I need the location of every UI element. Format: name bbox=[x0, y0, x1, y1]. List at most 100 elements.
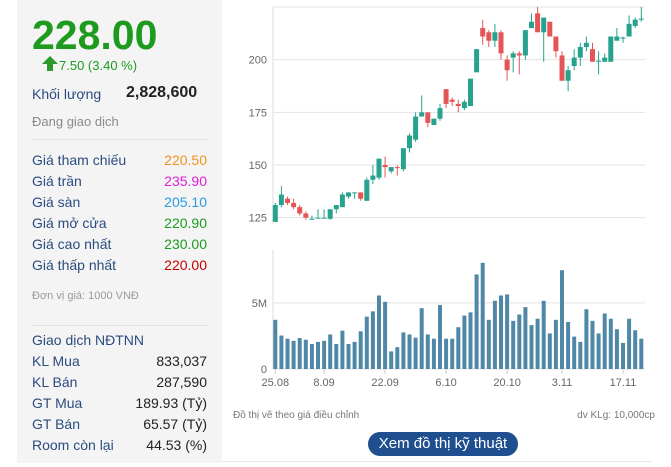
candle-body bbox=[468, 78, 473, 107]
candle-body bbox=[541, 17, 547, 33]
candle-body bbox=[272, 205, 278, 222]
price-row-value: 220.00 bbox=[164, 257, 207, 273]
volume-bar bbox=[364, 316, 369, 369]
candle-body bbox=[315, 217, 321, 219]
x-tick-label: 22.09 bbox=[371, 377, 399, 389]
foreign-row-value: 189.93 (Tỷ) bbox=[135, 395, 207, 411]
price-row-value: 220.90 bbox=[164, 215, 207, 231]
price-tick-label: 200 bbox=[249, 55, 267, 67]
volume-value: 2,828,600 bbox=[126, 84, 198, 101]
price-tick-label: 175 bbox=[249, 107, 267, 119]
foreign-row-value: 833,037 bbox=[156, 353, 207, 369]
volume-label: Khối lượng bbox=[32, 86, 102, 102]
price-chart: 125 150 175 200 0 5M 25.08 8.09 22.09 6.10 20.10 3.… bbox=[249, 6, 645, 389]
volume-bar bbox=[590, 320, 595, 369]
price-unit: Đơn vị giá: 1000 VNĐ bbox=[32, 290, 139, 302]
volume-bar bbox=[431, 338, 436, 369]
candle-body bbox=[522, 30, 528, 56]
candle-body bbox=[620, 37, 626, 39]
volume-bar bbox=[273, 319, 278, 369]
volume-bar bbox=[346, 344, 351, 369]
candle-body bbox=[480, 28, 486, 37]
candle-body bbox=[309, 218, 315, 220]
volume-bar bbox=[602, 313, 607, 369]
price-change-value: 7.50 (3.40 %) bbox=[59, 58, 138, 73]
candle-body bbox=[413, 116, 419, 140]
volume-bar bbox=[291, 340, 296, 369]
candle-body bbox=[596, 60, 602, 62]
candle-body bbox=[553, 36, 559, 52]
volume-bar bbox=[572, 336, 577, 369]
price-tick-label: 125 bbox=[249, 213, 267, 225]
candle-body bbox=[303, 213, 309, 218]
candle-body bbox=[461, 101, 467, 109]
volume-bar bbox=[407, 334, 412, 369]
volume-tick-label: 0 bbox=[261, 364, 267, 376]
technical-chart-button[interactable]: Xem đồ thị kỹ thuật bbox=[368, 432, 518, 456]
volume-bar bbox=[608, 318, 613, 369]
candle-body bbox=[626, 23, 632, 37]
arrow-up-icon bbox=[42, 56, 58, 71]
x-tick-label: 8.09 bbox=[313, 377, 334, 389]
foreign-row-label: Room còn lại bbox=[32, 437, 114, 453]
candle-body bbox=[321, 217, 327, 219]
chart-note: Đồ thị vẽ theo giá điều chỉnh bbox=[233, 410, 360, 421]
volume-bar bbox=[621, 342, 625, 369]
volume-tick-label: 5M bbox=[252, 298, 267, 310]
candle-body bbox=[577, 47, 583, 58]
candle-body bbox=[504, 59, 510, 71]
x-tick-label: 25.08 bbox=[262, 377, 290, 389]
current-price: 228.00 bbox=[32, 12, 158, 58]
x-tick-label: 3.11 bbox=[552, 377, 573, 389]
price-row-label: Giá cao nhất bbox=[32, 236, 112, 252]
candle-body bbox=[510, 53, 516, 58]
volume-bar bbox=[279, 335, 284, 369]
price-row-label: Giá thấp nhất bbox=[32, 257, 117, 273]
volume-bar bbox=[584, 309, 589, 369]
candle-body bbox=[364, 179, 370, 201]
candle-body bbox=[333, 205, 339, 210]
candle-body bbox=[425, 112, 431, 123]
volume-bar bbox=[377, 295, 381, 369]
quote-panel bbox=[17, 0, 222, 463]
candle-body bbox=[638, 18, 644, 20]
foreign-row-label: GT Mua bbox=[32, 395, 83, 411]
volume-bar bbox=[389, 351, 394, 369]
candle-body bbox=[346, 192, 351, 197]
candle-body bbox=[437, 108, 443, 119]
volume-bar bbox=[316, 341, 320, 369]
candle-body bbox=[632, 19, 638, 26]
volume-bar bbox=[492, 300, 497, 369]
volume-bar bbox=[285, 338, 290, 369]
candle-body bbox=[547, 21, 553, 37]
candle-body bbox=[608, 36, 614, 62]
volume-bar bbox=[322, 340, 327, 369]
volume-bar bbox=[547, 333, 552, 369]
volume-bar bbox=[444, 338, 449, 369]
volume-bar bbox=[523, 307, 528, 369]
candle-body bbox=[394, 167, 400, 169]
volume-bar bbox=[297, 338, 302, 369]
volume-bar bbox=[328, 334, 333, 369]
x-tick-label: 6.10 bbox=[435, 377, 456, 389]
volume-bar bbox=[505, 294, 510, 369]
candle-body bbox=[583, 42, 589, 48]
candle-body bbox=[486, 32, 492, 41]
volume-bar bbox=[480, 262, 485, 369]
candle-body bbox=[449, 99, 455, 102]
volume-bar bbox=[639, 338, 644, 369]
candle-body bbox=[474, 49, 480, 73]
volume-bar bbox=[474, 274, 479, 369]
volume-bar bbox=[535, 318, 540, 369]
volume-bar bbox=[309, 344, 314, 369]
volume-bar bbox=[541, 300, 546, 369]
price-row-value: 220.50 bbox=[164, 152, 207, 168]
foreign-row-value: 287,590 bbox=[156, 374, 207, 390]
candle-body bbox=[339, 194, 345, 208]
candle-body bbox=[529, 21, 534, 29]
x-tick-label: 17.11 bbox=[610, 377, 637, 389]
candle-body bbox=[370, 175, 376, 180]
volume-bar bbox=[340, 330, 345, 369]
price-row-label: Giá sàn bbox=[32, 194, 81, 210]
price-row-value: 230.00 bbox=[164, 236, 207, 252]
